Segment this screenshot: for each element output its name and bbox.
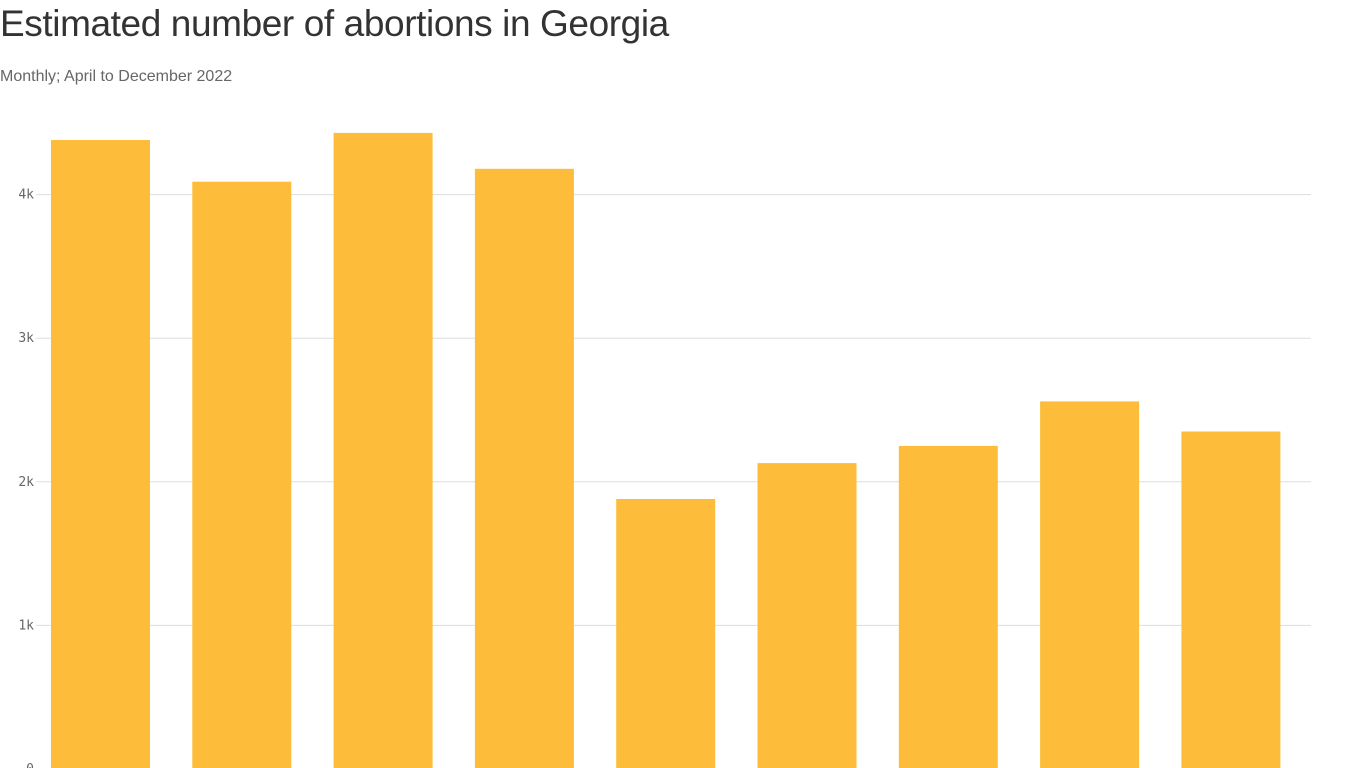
bar-8 (1040, 401, 1140, 768)
bar-2 (192, 181, 292, 768)
y-tick-label: 2k (18, 475, 34, 490)
y-tick-label: 3k (18, 331, 34, 346)
chart-subtitle: Monthly; April to December 2022 (0, 68, 233, 85)
chart-title: Estimated number of abortions in Georgia (0, 3, 669, 44)
y-tick-label: 0 (26, 762, 34, 768)
bar-1 (51, 140, 150, 768)
bar-7 (898, 445, 998, 768)
bar-5 (616, 499, 716, 768)
bar-3 (333, 132, 433, 768)
bar-6 (757, 463, 857, 768)
y-tick-label: 1k (18, 618, 34, 633)
bar-4 (474, 168, 574, 768)
bar-9 (1181, 431, 1281, 768)
y-tick-label: 4k (18, 188, 34, 203)
